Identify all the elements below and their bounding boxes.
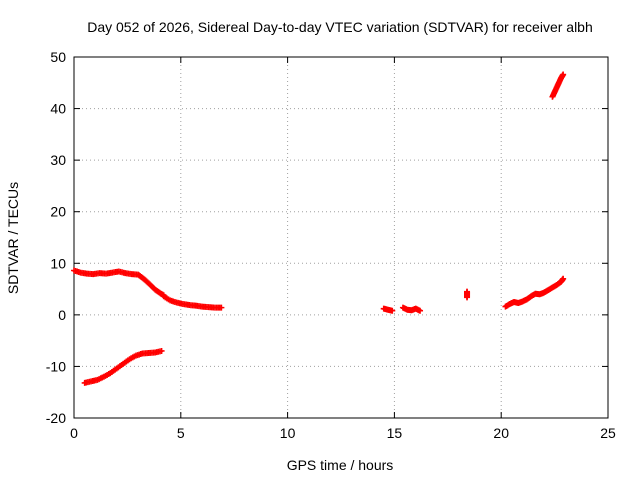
plot-frame <box>73 56 609 419</box>
y-tick-label: 20 <box>50 204 66 220</box>
data-point <box>218 304 225 311</box>
x-tick-label: 5 <box>177 425 185 441</box>
y-tick-label: 40 <box>50 101 66 117</box>
x-axis-ticks: 0 5 10 15 20 25 <box>70 57 616 441</box>
y-tick-label: 30 <box>50 152 66 168</box>
series-arc-6 <box>464 288 471 301</box>
x-tick-label: 0 <box>70 425 78 441</box>
data-point <box>560 275 567 282</box>
data-point <box>389 307 396 314</box>
data-point <box>158 347 165 354</box>
x-tick-label: 10 <box>280 425 296 441</box>
data-point <box>560 71 567 78</box>
x-tick-label: 25 <box>600 425 616 441</box>
y-tick-label: 50 <box>50 49 66 65</box>
series-arc-4 <box>380 305 396 314</box>
y-tick-label: -10 <box>46 358 66 374</box>
series-arc-3 <box>81 347 165 386</box>
series-arc-1 <box>71 267 167 299</box>
x-axis-title: GPS time / hours <box>287 457 394 473</box>
data-point <box>417 307 424 314</box>
chart-title: Day 052 of 2026, Sidereal Day-to-day VTE… <box>87 19 593 35</box>
y-tick-label: -20 <box>46 410 66 426</box>
series-arc-8 <box>549 71 567 100</box>
y-axis-title: SDTVAR / TECUs <box>5 182 21 294</box>
y-tick-label: 0 <box>58 307 66 323</box>
data-point <box>464 294 471 301</box>
data-markers <box>71 71 567 386</box>
x-tick-label: 20 <box>493 425 509 441</box>
series-arc-2 <box>160 293 225 311</box>
y-tick-label: 10 <box>50 255 66 271</box>
gridlines <box>74 57 608 418</box>
x-tick-label: 15 <box>387 425 403 441</box>
y-axis-ticks: -20 -10 0 10 20 30 40 50 <box>46 49 608 426</box>
series-arc-5 <box>399 304 424 314</box>
series-arc-7 <box>502 275 567 310</box>
